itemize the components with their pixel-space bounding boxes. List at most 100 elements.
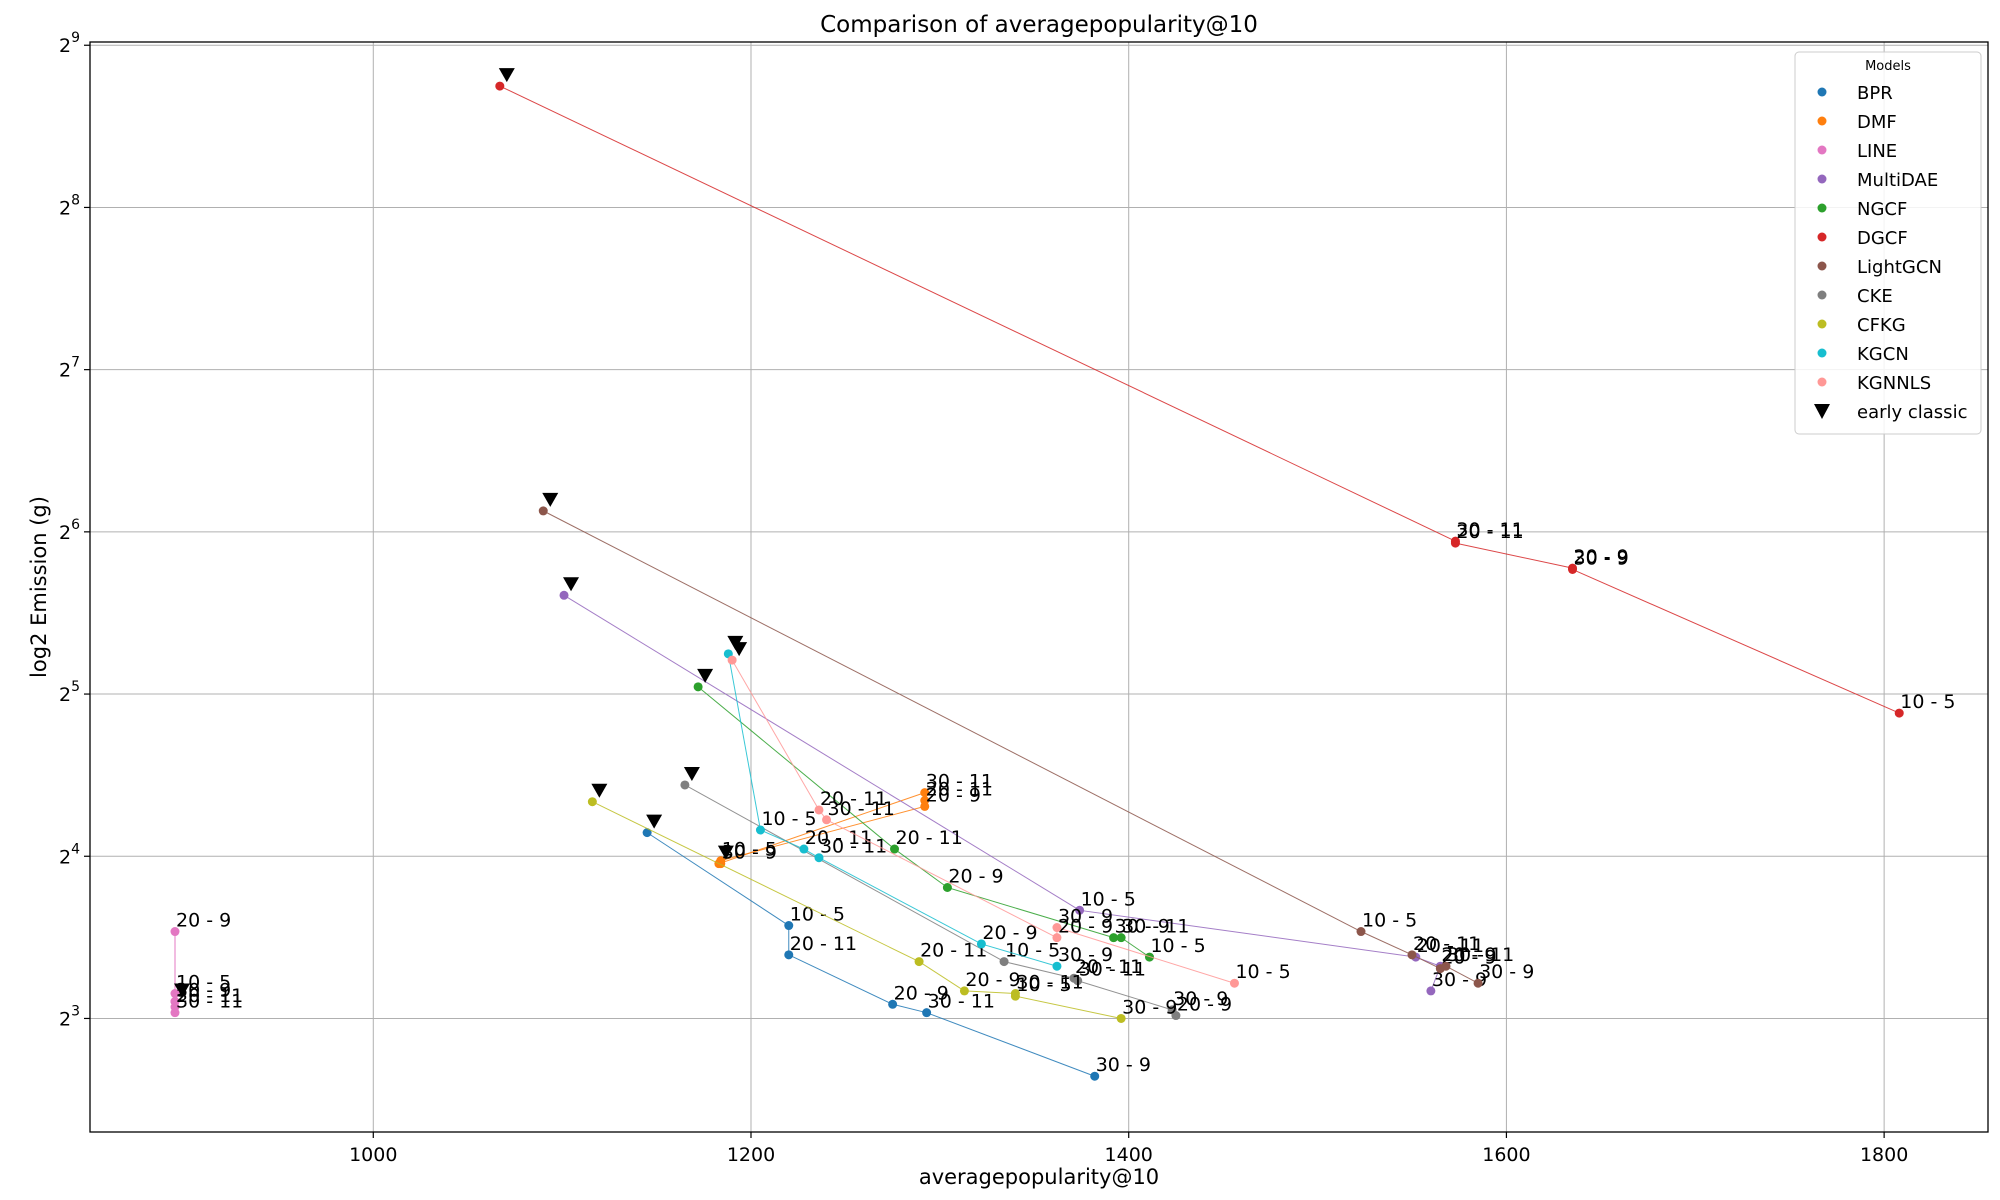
- data-point: [784, 921, 794, 931]
- data-point-label: 20 - 11: [1413, 933, 1480, 955]
- data-point-label: 20 - 9: [948, 866, 1003, 888]
- legend-swatch: [1817, 261, 1827, 271]
- data-point-label: 10 - 5: [1900, 691, 1955, 713]
- data-point: [1109, 933, 1119, 943]
- data-point-label: 30 - 9: [176, 980, 231, 1002]
- data-point: [959, 986, 969, 996]
- data-point-label: 20 - 9: [965, 969, 1020, 991]
- data-point: [814, 853, 824, 863]
- legend-box: [1794, 51, 1982, 435]
- plot-frame: [89, 41, 1989, 1133]
- x-tick-label: 1400: [1105, 1144, 1153, 1166]
- data-point-label: 20 - 11: [1417, 935, 1484, 957]
- legend-entry-label: DMF: [1857, 112, 1897, 133]
- x-tick-label: 1200: [727, 1144, 775, 1166]
- data-point: [920, 801, 930, 811]
- series-connector-line: [563, 594, 1080, 911]
- data-point-label: 20 - 11: [1456, 521, 1523, 543]
- legend-swatch: [1817, 348, 1827, 358]
- legend-swatch: [1817, 174, 1827, 184]
- series-connector-line: [1572, 568, 1900, 714]
- grid-lines: [90, 42, 1988, 1132]
- data-point-label: 30 - 11: [176, 991, 243, 1013]
- data-point-label: 10 - 5: [1235, 961, 1290, 983]
- data-point-label: 30 - 9: [1115, 916, 1170, 938]
- data-point: [914, 957, 924, 967]
- data-point: [1229, 978, 1239, 988]
- legend-swatch: [1817, 145, 1827, 155]
- data-point-label: 20 - 11: [920, 940, 987, 962]
- y-tick-label: 23: [59, 1003, 80, 1030]
- x-tick-label: 1000: [349, 1144, 397, 1166]
- data-point-label: 20 - 9: [982, 922, 1037, 944]
- data-point-label: 30 - 9: [1058, 906, 1113, 928]
- data-point-label: 30 - 9: [1479, 961, 1534, 983]
- legend: Models BPR DMF LINE MultiDAE NGCF DGCF LightGCN…: [1794, 51, 1982, 435]
- y-tick-label: 25: [59, 679, 80, 706]
- legend-entry-label: NGCF: [1857, 199, 1907, 220]
- series-connector-line: [826, 819, 1058, 939]
- data-point-label: 20 - 11: [820, 788, 887, 810]
- data-point: [1010, 991, 1020, 1001]
- series-connector-line: [592, 801, 920, 963]
- data-point-label: 20 - 11: [805, 827, 872, 849]
- early-classic-marker: [717, 845, 734, 860]
- data-point-label: 30 - 9: [1173, 988, 1228, 1010]
- data-point-label: 10 - 5: [176, 972, 231, 994]
- x-tick-label: 1800: [1860, 1144, 1908, 1166]
- data-point: [1441, 961, 1451, 971]
- data-point-label: 20 - 9: [926, 784, 981, 806]
- legend-swatch: [1817, 290, 1827, 300]
- data-point: [822, 815, 832, 825]
- data-point-label: 30 - 11: [1456, 519, 1523, 541]
- data-point-label: 10 - 5: [1016, 974, 1071, 996]
- data-point-label: 10 - 5: [1362, 910, 1417, 932]
- legend-entry-label: BPR: [1857, 83, 1893, 104]
- data-point-label: 20 - 11: [176, 985, 243, 1007]
- series-connector-line: [926, 1012, 1095, 1077]
- y-tick-label: 26: [59, 517, 80, 544]
- series-connector-line: [892, 1003, 927, 1014]
- chart-title: Comparison of averagepopularity@10: [820, 12, 1258, 38]
- series-connector-line: [543, 510, 1362, 932]
- data-point: [976, 939, 986, 949]
- data-point-label: 20 - 9: [1177, 994, 1232, 1016]
- data-point: [559, 590, 569, 600]
- early-classic-marker: [646, 814, 663, 829]
- data-point: [1073, 976, 1083, 986]
- data-point-label: 30 - 9: [1058, 944, 1113, 966]
- data-point-label: 10 - 5: [722, 839, 777, 861]
- series-connector-line: [731, 659, 820, 811]
- series-connector-line: [818, 857, 982, 945]
- x-tick-label: 1600: [1482, 1144, 1530, 1166]
- legend-entry-label: CKE: [1857, 286, 1893, 307]
- data-point: [495, 81, 505, 91]
- series-connector-line: [1411, 954, 1441, 970]
- data-point-label: 20 - 11: [926, 779, 993, 801]
- early-classic-marker: [173, 983, 190, 998]
- series-connector-line: [918, 961, 965, 992]
- series-connector-line: [1015, 995, 1122, 1019]
- series-connector-line: [727, 653, 761, 831]
- data-point: [170, 1008, 180, 1018]
- data-point: [1568, 564, 1578, 574]
- data-point-label: 30 - 11: [1079, 959, 1146, 981]
- data-point: [1052, 923, 1062, 933]
- axis-ticks: 1000 1200 1400 1600 1800 23 24 25 26 27 28 29: [59, 30, 1908, 1166]
- data-point: [538, 506, 548, 516]
- data-point-label: 10 - 5: [790, 904, 845, 926]
- early-classic-marker: [563, 577, 580, 592]
- data-point-label: 10 - 5: [1005, 940, 1060, 962]
- data-point: [920, 788, 930, 798]
- legend-swatch: [1817, 116, 1827, 126]
- data-point: [922, 1008, 932, 1018]
- early-classic-marker: [697, 668, 714, 683]
- y-tick-label: 27: [59, 355, 80, 382]
